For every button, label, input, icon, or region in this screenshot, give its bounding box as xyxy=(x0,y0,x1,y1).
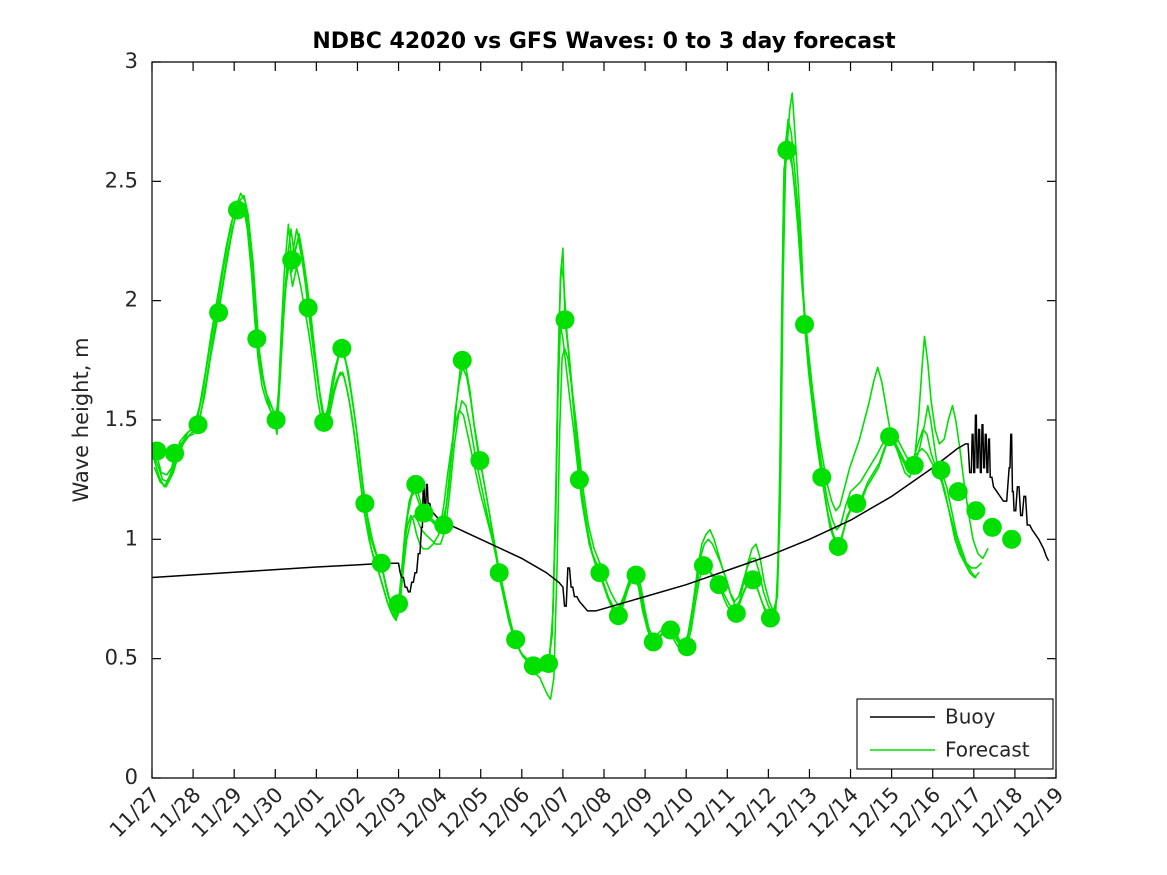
forecast-marker xyxy=(904,455,924,475)
forecast-marker xyxy=(931,460,951,480)
forecast-marker xyxy=(188,415,208,435)
forecast-marker xyxy=(777,140,797,160)
forecast-marker xyxy=(726,603,746,623)
forecast-marker xyxy=(709,575,729,595)
plot-area-background xyxy=(152,62,1056,778)
forecast-marker xyxy=(828,536,848,556)
legend-background xyxy=(856,698,1054,770)
y-tick-label: 1.5 xyxy=(105,407,138,431)
forecast-marker xyxy=(452,350,472,370)
forecast-marker xyxy=(966,501,986,521)
y-tick-label: 2.5 xyxy=(105,168,138,192)
legend-item-buoy[interactable]: Buoy xyxy=(870,705,996,729)
forecast-marker xyxy=(414,503,434,523)
legend[interactable]: Buoy Forecast xyxy=(856,698,1054,770)
forecast-marker xyxy=(314,412,334,432)
y-tick-label: 3 xyxy=(125,49,138,73)
forecast-marker xyxy=(266,410,286,430)
buoy-trace xyxy=(152,414,1050,612)
forecast-marker xyxy=(661,620,681,640)
buoy-series-group xyxy=(152,414,1050,612)
forecast-marker xyxy=(555,310,575,330)
forecast-marker xyxy=(227,200,247,220)
forecast-marker xyxy=(847,494,867,514)
forecast-marker xyxy=(643,632,663,652)
forecast-marker xyxy=(247,329,267,349)
forecast-marker xyxy=(693,556,713,576)
forecast-marker xyxy=(677,637,697,657)
legend-label-forecast: Forecast xyxy=(945,738,1030,762)
forecast-marker xyxy=(489,563,509,583)
forecast-marker-group xyxy=(152,140,1022,676)
forecast-marker xyxy=(434,515,454,535)
forecast-marker xyxy=(880,427,900,447)
forecast-marker xyxy=(298,298,318,318)
forecast-marker xyxy=(590,563,610,583)
y-tick-label: 2 xyxy=(125,288,138,312)
forecast-marker xyxy=(506,630,526,650)
page-title: NDBC 42020 vs GFS Waves: 0 to 3 day fore… xyxy=(312,29,896,54)
forecast-marker xyxy=(355,494,375,514)
forecast-marker xyxy=(165,443,185,463)
forecast-marker xyxy=(152,441,167,461)
forecast-trace xyxy=(152,151,989,701)
forecast-marker xyxy=(406,474,426,494)
forecast-marker xyxy=(332,338,352,358)
y-axis-ticks: 0 0.5 1 1.5 2 2.5 3 xyxy=(105,49,1056,789)
forecast-marker xyxy=(626,565,646,585)
forecast-marker xyxy=(1002,529,1022,549)
forecast-marker xyxy=(470,451,490,471)
forecast-marker xyxy=(539,653,559,673)
forecast-marker xyxy=(812,467,832,487)
y-tick-label: 0.5 xyxy=(105,646,138,670)
forecast-marker xyxy=(282,250,302,270)
forecast-marker xyxy=(982,517,1002,537)
y-axis-title: Wave height, m xyxy=(69,337,93,502)
forecast-marker xyxy=(569,470,589,490)
legend-item-forecast[interactable]: Forecast xyxy=(870,738,1030,762)
y-tick-label: 1 xyxy=(125,526,138,550)
forecast-marker xyxy=(760,608,780,628)
y-tick-label: 0 xyxy=(125,765,138,789)
forecast-marker xyxy=(371,553,391,573)
forecast-marker xyxy=(948,482,968,502)
legend-label-buoy: Buoy xyxy=(945,705,996,729)
forecast-marker xyxy=(523,656,543,676)
forecast-marker xyxy=(795,315,815,335)
forecast-marker xyxy=(209,303,229,323)
forecast-marker xyxy=(389,594,409,614)
forecast-marker xyxy=(743,570,763,590)
forecast-marker xyxy=(608,606,628,626)
